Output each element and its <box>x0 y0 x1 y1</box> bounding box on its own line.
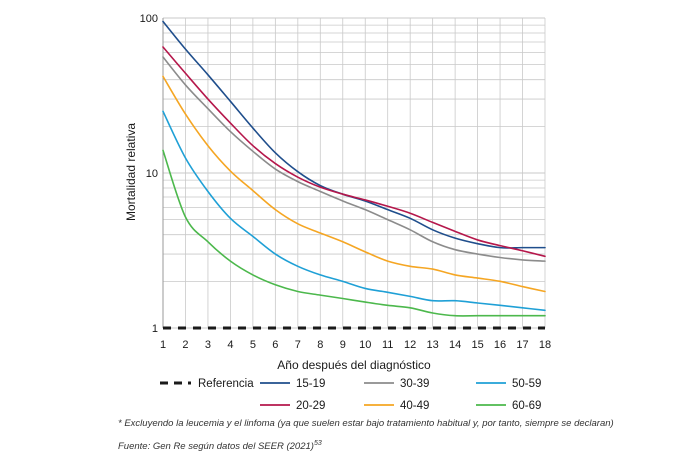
x-tick-label: 1 <box>160 339 166 351</box>
series-line-50-59 <box>162 110 546 312</box>
legend: Referencia 15-19 20-29 30-39 40-49 50-59 60-69 <box>160 378 541 410</box>
grid <box>162 17 546 329</box>
series-line-40-49 <box>162 75 546 293</box>
legend-label-40-49: 40-49 <box>400 400 429 410</box>
x-tick-label: 16 <box>494 339 506 351</box>
x-tick-label: 8 <box>317 339 323 351</box>
x-tick-label: 6 <box>272 339 278 351</box>
x-tick-label: 13 <box>427 339 439 351</box>
x-tick-label: 12 <box>404 339 416 351</box>
x-tick-label: 10 <box>359 339 371 351</box>
x-tick-label: 4 <box>227 339 233 351</box>
x-tick-label: 5 <box>250 339 256 351</box>
x-tick-label: 18 <box>539 339 551 351</box>
footnote-exclusion: * Excluyendo la leucemia y el linfoma (y… <box>118 418 614 429</box>
x-tick-label: 17 <box>516 339 528 351</box>
x-tick-label: 3 <box>205 339 211 351</box>
legend-label-15-19: 15-19 <box>296 378 325 390</box>
y-tick-label: 10 <box>146 168 158 180</box>
legend-label-60-69: 60-69 <box>512 400 541 410</box>
series-line-20-29 <box>162 46 546 258</box>
legend-label-30-39: 30-39 <box>400 378 429 390</box>
series-layer <box>162 20 546 317</box>
y-tick-label: 100 <box>140 13 158 25</box>
series-line-30-39 <box>162 56 546 262</box>
y-axis-title: Mortalidad relativa <box>124 123 138 221</box>
y-tick-labels: 1 10 100 <box>140 13 158 335</box>
series-line-15-19 <box>162 20 546 249</box>
x-tick-label: 7 <box>295 339 301 351</box>
x-tick-labels: 1 2 3 4 5 6 7 8 9 10 11 12 13 14 15 16 17 18 <box>160 339 551 351</box>
footnote-source: Fuente: Gen Re según datos del SEER (202… <box>118 440 322 453</box>
x-tick-label: 2 <box>182 339 188 351</box>
legend-label-referencia: Referencia <box>198 378 254 390</box>
x-tick-label: 11 <box>382 339 393 351</box>
legend-label-20-29: 20-29 <box>296 400 325 410</box>
legend-label-50-59: 50-59 <box>512 378 541 390</box>
x-tick-label: 15 <box>471 339 483 351</box>
y-tick-label: 1 <box>152 323 158 335</box>
x-tick-label: 14 <box>449 339 461 351</box>
x-axis-title: Año después del diagnóstico <box>277 358 431 372</box>
x-tick-label: 9 <box>340 339 346 351</box>
series-line-60-69 <box>162 149 546 317</box>
